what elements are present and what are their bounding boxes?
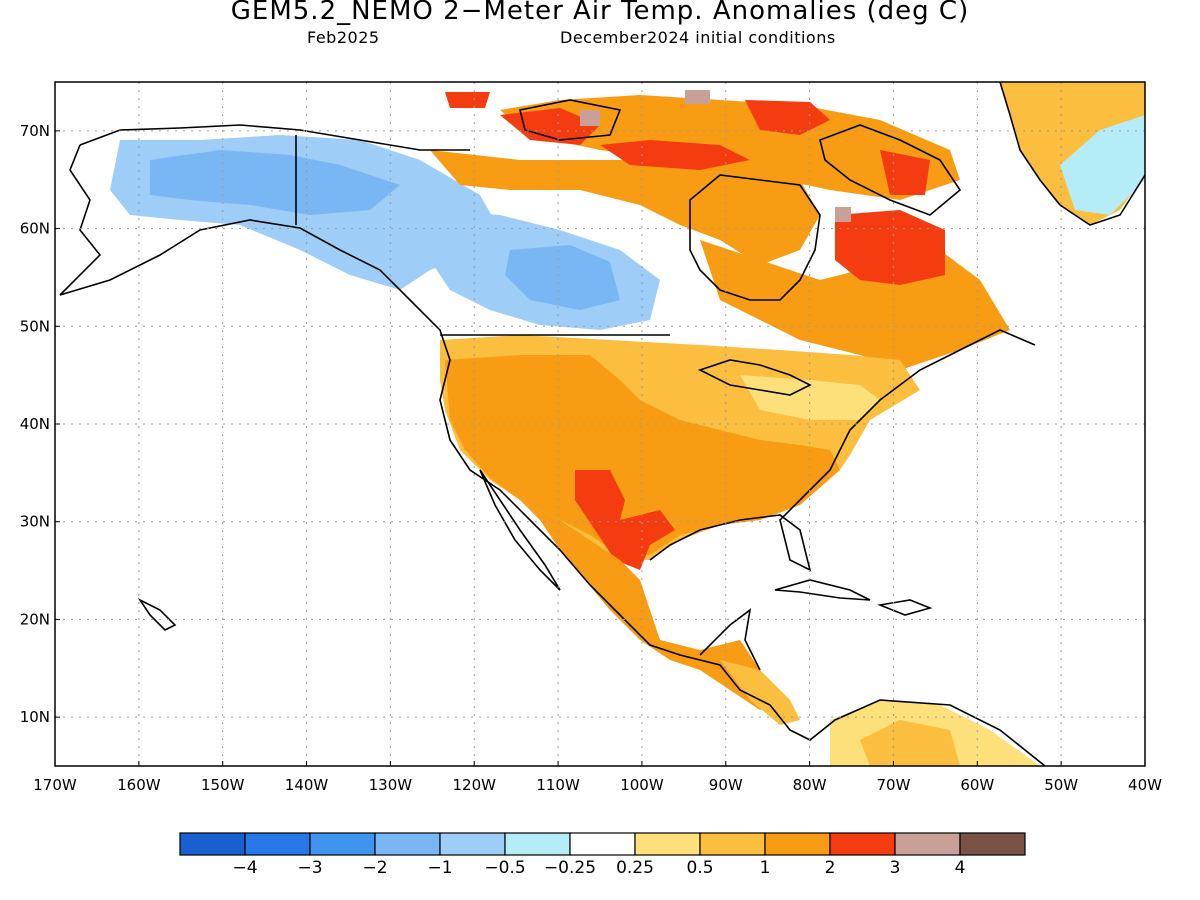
yucatan-coast xyxy=(699,608,761,671)
initial-conditions: December2024 initial conditions xyxy=(560,28,836,47)
region-arctic-extreme-1 xyxy=(685,90,710,104)
region-prairie-colder xyxy=(505,245,620,310)
x-tick-label: 60W xyxy=(960,776,994,794)
colorbar-legend: −4 −3 −2 −1 −0.5 −0.25 0.25 0.5 1 2 3 4 xyxy=(179,832,1026,878)
victoria-island-coast xyxy=(519,99,622,141)
region-arctic-hot-1 xyxy=(500,108,600,145)
x-tick-label: 40W xyxy=(1128,776,1162,794)
x-tick-label: 50W xyxy=(1044,776,1078,794)
alaska-west-coast xyxy=(59,144,102,296)
colorbar-label: −2 xyxy=(362,858,387,878)
x-tick-label: 140W xyxy=(285,776,329,794)
great-lakes-outline xyxy=(697,359,812,396)
region-mexico-warm xyxy=(520,500,780,710)
colorbar-swatch xyxy=(764,832,831,856)
region-south-america-warm xyxy=(860,720,960,766)
y-tick-label: 60N xyxy=(20,220,50,238)
x-tick-label: 70W xyxy=(877,776,911,794)
region-alaska-colder xyxy=(150,150,400,215)
colorbar-swatch xyxy=(244,832,311,856)
colorbar-swatch xyxy=(504,832,571,856)
y-tick-label: 10N xyxy=(20,708,50,726)
y-tick-label: 30N xyxy=(20,513,50,531)
x-tick-label: 100W xyxy=(620,776,664,794)
region-arctic-hot-3 xyxy=(745,100,830,135)
x-tick-label: 150W xyxy=(201,776,245,794)
region-greenland-cool xyxy=(1060,115,1145,215)
y-tick-label: 70N xyxy=(20,122,50,140)
anomaly-shading xyxy=(110,82,1145,766)
colorbar-swatch xyxy=(179,832,246,856)
colorbar-swatch xyxy=(959,832,1026,856)
colorbar-label: −1 xyxy=(427,858,452,878)
y-tick-label: 20N xyxy=(20,610,50,628)
latitude-axis: 10N 20N 30N 40N 50N 60N 70N xyxy=(20,122,60,726)
colorbar-label: 4 xyxy=(955,858,966,878)
baja-california-coast xyxy=(479,469,561,591)
alaska-north-coast xyxy=(79,124,470,151)
x-tick-label: 90W xyxy=(709,776,743,794)
x-tick-label: 160W xyxy=(117,776,161,794)
hudson-bay-coast xyxy=(689,174,821,301)
region-us-warm xyxy=(445,355,840,555)
gulf-of-mexico-coast xyxy=(649,329,1036,572)
colorbar-swatch xyxy=(569,832,636,856)
colorbar-swatch xyxy=(634,832,701,856)
colorbar-swatch xyxy=(309,832,376,856)
region-arctic-hot-4 xyxy=(880,150,930,195)
hawaii-coast xyxy=(137,597,177,631)
x-tick-label: 120W xyxy=(452,776,496,794)
colorbar-label: 3 xyxy=(890,858,901,878)
forecast-month: Feb2025 xyxy=(307,28,380,47)
colorbar-label: 1 xyxy=(760,858,771,878)
colorbar-swatch xyxy=(699,832,766,856)
greenland-coast xyxy=(999,82,1145,226)
region-arctic-hot-5 xyxy=(445,92,490,108)
region-labrador-hot xyxy=(835,210,945,285)
colorbar-label: −0.5 xyxy=(484,858,525,878)
colorbar-label: 0.25 xyxy=(616,858,654,878)
region-sw-hot xyxy=(575,470,675,570)
region-east-mild xyxy=(740,375,880,420)
y-tick-label: 50N xyxy=(20,317,50,335)
region-arctic-extreme-3 xyxy=(835,207,851,222)
colorbar-label: 0.5 xyxy=(686,858,713,878)
colorbar-label: −0.25 xyxy=(544,858,596,878)
graticule xyxy=(55,82,1145,766)
region-hudson-warm xyxy=(430,150,820,265)
colorbar-swatch xyxy=(894,832,961,856)
x-tick-label: 170W xyxy=(33,776,77,794)
colorbar-swatch xyxy=(829,832,896,856)
y-tick-label: 40N xyxy=(20,415,50,433)
region-arctic-hot-2 xyxy=(600,140,750,170)
colorbar-label: 2 xyxy=(825,858,836,878)
x-tick-label: 130W xyxy=(369,776,413,794)
x-tick-label: 110W xyxy=(536,776,580,794)
colorbar-swatch xyxy=(374,832,441,856)
longitude-axis: 170W 160W 150W 140W 130W 120W 110W 100W 90W 80W 70… xyxy=(33,761,1162,794)
map-title: GEM5.2_NEMO 2−Meter Air Temp. Anomalies … xyxy=(230,0,970,26)
region-central-america-mild xyxy=(720,660,800,725)
region-arctic-extreme-2 xyxy=(580,110,600,126)
baffin-island-coast xyxy=(819,124,962,216)
x-tick-label: 80W xyxy=(793,776,827,794)
colorbar-label: −3 xyxy=(297,858,322,878)
hispaniola-coast xyxy=(877,599,933,616)
colorbar-swatch xyxy=(439,832,506,856)
colorbar-label: −4 xyxy=(232,858,257,878)
